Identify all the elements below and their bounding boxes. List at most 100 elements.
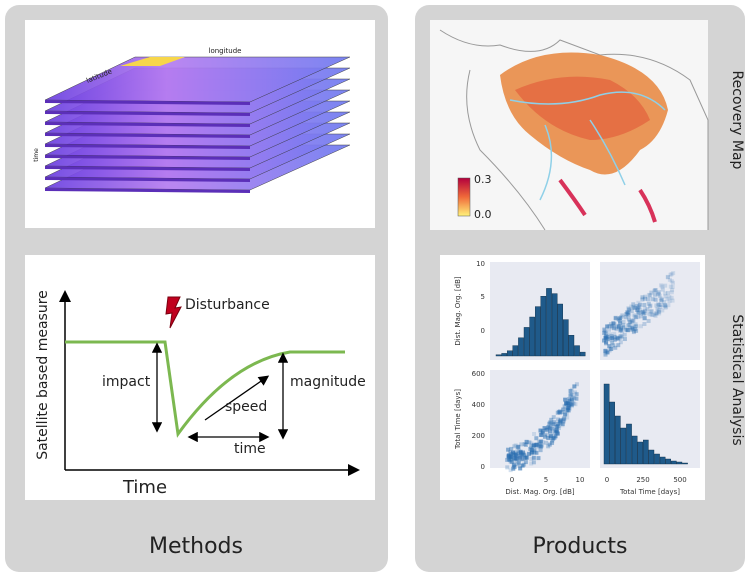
density-cell <box>671 271 675 275</box>
tick-label: 0 <box>481 463 485 471</box>
density-cell <box>552 436 556 440</box>
density-cell <box>642 303 646 307</box>
tick-label: 400 <box>472 401 485 409</box>
cube-z-label: time <box>33 148 40 162</box>
hist-bar <box>660 457 665 464</box>
density-cell <box>613 335 617 339</box>
density-cell <box>632 325 636 329</box>
density-cell <box>647 319 651 323</box>
density-cell <box>537 440 541 444</box>
hist-bar <box>563 320 568 356</box>
density-cell <box>633 314 637 318</box>
density-cell <box>667 299 671 303</box>
density-cell <box>527 452 531 456</box>
density-cell <box>626 328 630 332</box>
density-cell <box>530 450 534 454</box>
density-cell <box>653 293 657 297</box>
hist-bar <box>632 436 637 464</box>
density-cell <box>646 297 650 301</box>
hist-bar <box>530 317 535 356</box>
speed-label: speed <box>225 399 267 415</box>
hist-bar <box>569 335 574 356</box>
density-cell <box>552 415 556 419</box>
hist-bar <box>677 462 682 464</box>
density-cell <box>607 344 611 348</box>
products-title: Products <box>533 534 628 559</box>
hist-bar <box>535 307 540 356</box>
density-cell <box>642 316 646 320</box>
hist-bar <box>558 304 563 356</box>
density-cell <box>569 389 573 393</box>
density-cell <box>529 462 533 466</box>
density-cell <box>534 436 538 440</box>
hist-bar <box>654 454 659 464</box>
colorbar-max: 0.3 <box>474 173 492 186</box>
density-cell <box>667 295 671 299</box>
hist-bar <box>671 461 676 464</box>
hist-bar <box>615 416 620 464</box>
hist-bar <box>546 288 551 356</box>
density-cell <box>660 285 664 289</box>
hist-bar <box>507 351 512 356</box>
density-cell <box>508 450 512 454</box>
disturbance-label: Disturbance <box>185 297 270 313</box>
density-cell <box>513 465 517 469</box>
density-cell <box>548 443 552 447</box>
colorbar-min: 0.0 <box>474 208 492 221</box>
hist-bar <box>643 440 648 464</box>
density-cell <box>612 322 616 326</box>
density-cell <box>628 320 632 324</box>
diagram-x-label: Time <box>122 477 167 498</box>
hist-bar <box>649 450 654 464</box>
density-cell <box>547 422 551 426</box>
density-cell <box>540 433 544 437</box>
stats-y-label: Total Time [days] <box>454 389 462 450</box>
hist-bar <box>541 296 546 356</box>
density-cell <box>532 432 536 436</box>
density-cell <box>666 275 670 279</box>
density-cell <box>512 452 516 456</box>
density-cell <box>544 441 548 445</box>
density-cell <box>671 281 675 285</box>
density-cell <box>616 343 620 347</box>
time-label: time <box>234 441 266 457</box>
hist-bar <box>513 346 518 356</box>
density-cell <box>640 298 644 302</box>
density-cell <box>644 311 648 315</box>
density-cell <box>618 336 622 340</box>
density-cell <box>573 390 577 394</box>
stats-x-label: Dist. Mag. Org. [dB] <box>505 488 575 496</box>
density-cell <box>555 428 559 432</box>
density-cell <box>574 397 578 401</box>
density-cell <box>529 446 533 450</box>
methods-title: Methods <box>149 534 243 559</box>
density-cell <box>647 302 651 306</box>
density-cell <box>509 468 513 472</box>
tick-label: 600 <box>472 370 485 378</box>
density-cell <box>543 426 547 430</box>
hist-bar <box>621 428 626 464</box>
density-cell <box>653 289 657 293</box>
density-cell <box>653 297 657 301</box>
density-cell <box>671 285 675 289</box>
hist-bar <box>666 459 671 464</box>
hist-bar <box>638 442 643 464</box>
density-cell <box>522 463 526 467</box>
hist-bar <box>502 353 507 356</box>
tick-label: 10 <box>576 476 585 484</box>
density-cell <box>621 323 625 327</box>
tick-label: 5 <box>481 293 485 301</box>
density-cell <box>536 456 540 460</box>
density-cell <box>660 298 664 302</box>
density-cell <box>670 290 674 294</box>
hist-bar <box>552 294 557 356</box>
density-cell <box>549 434 553 438</box>
density-cell <box>572 384 576 388</box>
density-cell <box>620 313 624 317</box>
density-cell <box>603 349 607 353</box>
stats-x-label: Total Time [days] <box>619 488 680 496</box>
colorbar <box>458 178 470 216</box>
density-cell <box>642 322 646 326</box>
density-cell <box>636 307 640 311</box>
tick-label: 200 <box>472 432 485 440</box>
